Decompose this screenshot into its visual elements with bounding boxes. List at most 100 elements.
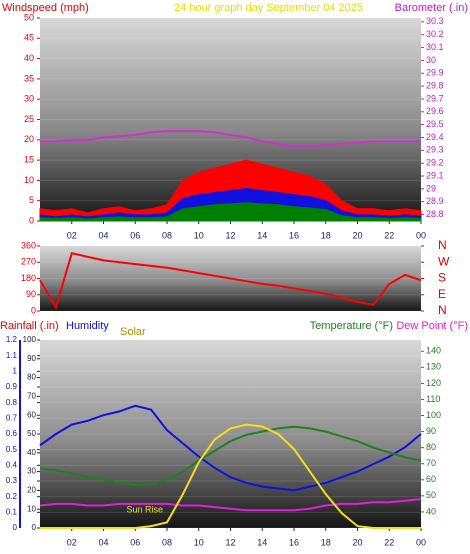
y-tick-label: 1 bbox=[13, 366, 18, 375]
y2-tick-label: 30.3 bbox=[426, 16, 444, 26]
x-tick-label: 02 bbox=[67, 230, 77, 240]
y3-tick-label: 20 bbox=[27, 486, 36, 495]
y-tick-label: 0.7 bbox=[6, 413, 18, 422]
x-tick-label: 22 bbox=[384, 537, 394, 547]
y2-tick-label: 29.6 bbox=[426, 106, 444, 116]
axis-title: Barometer (.in) bbox=[395, 2, 468, 14]
y-tick-label: 360 bbox=[21, 240, 36, 250]
y-tick-label: 0 bbox=[29, 215, 34, 225]
y3-tick-label: 10 bbox=[27, 504, 36, 513]
y2-tick-label: 29.9 bbox=[426, 68, 444, 78]
y2-tick-label: 40 bbox=[426, 506, 436, 516]
annotation: Sun Rise bbox=[127, 504, 164, 514]
y-tick-label: 0.8 bbox=[6, 398, 18, 407]
line bbox=[40, 130, 421, 148]
y-tick-label: 1.1 bbox=[6, 351, 18, 360]
y2-tick-label: 30.2 bbox=[426, 29, 444, 39]
y-tick-label: 0.3 bbox=[6, 476, 18, 485]
x-tick-label: 16 bbox=[289, 537, 299, 547]
y2-tick-label: 29 bbox=[426, 183, 436, 193]
x-tick-label: 06 bbox=[130, 230, 140, 240]
axis-title: Solar bbox=[120, 326, 146, 338]
y3-tick-label: 50 bbox=[27, 429, 36, 438]
axis-title: Humidity bbox=[66, 320, 109, 332]
line bbox=[39, 252, 422, 310]
axis-title: Rainfall (.in) bbox=[0, 320, 59, 332]
x-tick-label: 04 bbox=[98, 537, 108, 547]
x-tick-label: 02 bbox=[67, 537, 77, 547]
axis-title: Temperature (°F) bbox=[310, 320, 393, 332]
y2-tick-label: 120 bbox=[426, 378, 441, 388]
x-tick-label: 14 bbox=[257, 537, 267, 547]
area bbox=[39, 202, 422, 222]
x-tick-label: 00 bbox=[416, 537, 426, 547]
y-tick-label: 30 bbox=[24, 94, 34, 104]
x-tick-label: 08 bbox=[162, 537, 172, 547]
y2-tick-label: N bbox=[438, 303, 447, 317]
y-tick-label: 5 bbox=[29, 195, 34, 205]
y2-tick-label: N bbox=[438, 238, 447, 252]
y2-tick-label: 80 bbox=[426, 442, 436, 452]
y2-tick-label: 50 bbox=[426, 490, 436, 500]
x-tick-label: 00 bbox=[416, 230, 426, 240]
y2-tick-label: 29.4 bbox=[426, 132, 444, 142]
y3-tick-label: 0 bbox=[32, 523, 37, 532]
x-tick-label: 08 bbox=[162, 230, 172, 240]
y3-tick-label: 80 bbox=[27, 373, 36, 382]
line bbox=[39, 498, 422, 512]
y-tick-label: 0.1 bbox=[6, 507, 18, 516]
y2-tick-label: 29.7 bbox=[426, 93, 444, 103]
y-tick-label: 0 bbox=[13, 523, 18, 532]
y2-tick-label: 29.5 bbox=[426, 119, 444, 129]
y2-tick-label: 110 bbox=[426, 394, 440, 404]
line bbox=[40, 423, 421, 529]
y2-tick-label: 29.8 bbox=[426, 80, 444, 90]
y-tick-label: 90 bbox=[26, 289, 36, 299]
axis-title: 24 hour graph day September 04 2025 bbox=[174, 2, 363, 14]
y2-tick-label: 130 bbox=[426, 362, 441, 372]
y2-tick-label: 29.1 bbox=[426, 170, 444, 180]
y3-tick-label: 60 bbox=[27, 410, 36, 419]
y-tick-label: 45 bbox=[24, 33, 34, 43]
x-tick-label: 20 bbox=[352, 537, 362, 547]
x-tick-label: 20 bbox=[352, 230, 362, 240]
y-tick-label: 10 bbox=[24, 175, 34, 185]
x-tick-label: 16 bbox=[289, 230, 299, 240]
y2-tick-label: 140 bbox=[426, 346, 441, 356]
x-tick-label: 18 bbox=[321, 230, 331, 240]
y2-tick-label: 30 bbox=[426, 55, 436, 65]
y2-tick-label: 28.9 bbox=[426, 196, 444, 206]
y2-tick-label: 70 bbox=[426, 458, 436, 468]
y-tick-label: 40 bbox=[24, 53, 34, 63]
x-tick-label: 10 bbox=[194, 230, 204, 240]
y-tick-label: 35 bbox=[24, 73, 34, 83]
y3-tick-label: 30 bbox=[27, 467, 36, 476]
y2-tick-label: 90 bbox=[426, 426, 436, 436]
y-tick-label: 50 bbox=[24, 12, 34, 22]
y-tick-label: 270 bbox=[21, 257, 36, 267]
plot-area bbox=[40, 340, 421, 528]
y2-tick-label: 29.2 bbox=[426, 158, 444, 168]
x-tick-label: 06 bbox=[130, 537, 140, 547]
y-tick-label: 20 bbox=[24, 134, 34, 144]
y-tick-label: 0.4 bbox=[6, 460, 18, 469]
y-tick-label: 25 bbox=[24, 114, 34, 124]
y2-tick-label: 60 bbox=[426, 474, 436, 484]
y3-tick-label: 40 bbox=[27, 448, 36, 457]
y-tick-label: 1.2 bbox=[6, 335, 18, 344]
y2-tick-label: 29.3 bbox=[426, 145, 444, 155]
x-tick-label: 12 bbox=[225, 230, 235, 240]
y2-tick-label: 28.8 bbox=[426, 209, 444, 219]
x-tick-label: 10 bbox=[194, 537, 204, 547]
y2-tick-label: E bbox=[438, 287, 446, 301]
x-tick-label: 04 bbox=[98, 230, 108, 240]
y-tick-label: 0.6 bbox=[6, 429, 18, 438]
y-tick-label: 0.2 bbox=[6, 492, 18, 501]
y3-tick-label: 100 bbox=[23, 335, 37, 344]
y-tick-label: 0.5 bbox=[6, 445, 18, 454]
y-tick-label: 15 bbox=[24, 154, 34, 164]
axis-title: Dew Point (°F) bbox=[396, 320, 468, 332]
y2-tick-label: W bbox=[438, 254, 450, 268]
y2-tick-label: S bbox=[438, 271, 446, 285]
